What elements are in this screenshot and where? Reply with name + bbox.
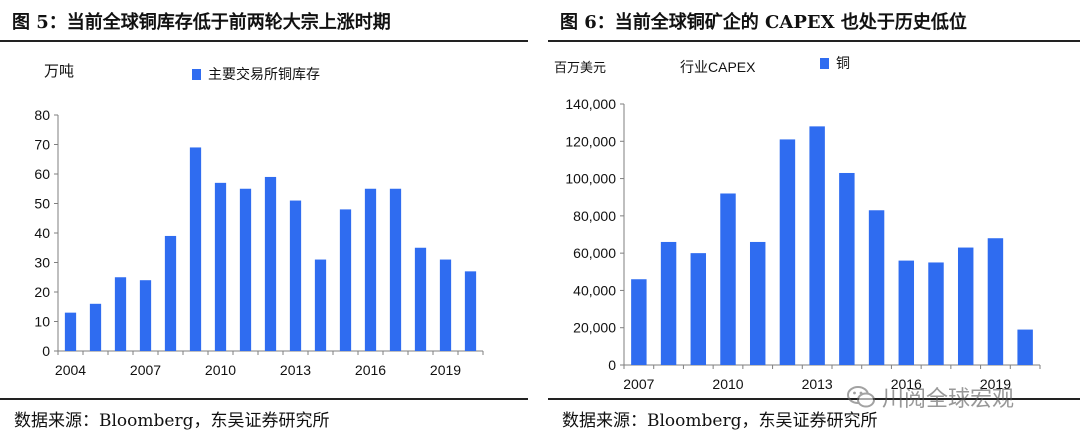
bar-2004 [64, 312, 77, 351]
x-tick-label: 2007 [623, 376, 654, 392]
y-unit-label: 百万美元 [554, 60, 606, 75]
figure-6-chart: 百万美元 行业CAPEX 铜 0 20,000 40,000 60,000 80,000 100… [554, 55, 1041, 392]
x-tick-label: 2019 [980, 376, 1011, 392]
y-tick-label: 40,000 [573, 282, 616, 298]
legend-swatch [820, 58, 829, 69]
bar-2018 [957, 247, 974, 365]
y-tick-label: 20,000 [573, 320, 616, 336]
x-tick-label: 2010 [205, 362, 236, 378]
figure-6-panel: 图 6：当前全球铜矿企的 CAPEX 也处于历史低位 百万美元 行业CAPEX 铜 0… [548, 0, 1080, 444]
bar-2013 [809, 126, 825, 365]
figure-6-source: 数据来源：Bloomberg，东吴证券研究所 [562, 411, 878, 431]
bar-2010 [720, 193, 736, 365]
x-tick-label: 2019 [430, 362, 461, 378]
bar-2017 [389, 188, 402, 351]
bar-2010 [214, 182, 227, 351]
y-tick-label: 100,000 [565, 171, 616, 187]
bar-2012 [779, 139, 796, 365]
bar-2019 [439, 259, 452, 351]
legend-label: 铜 [836, 55, 850, 71]
title-rule [548, 40, 1080, 42]
y-tick-label: 30 [34, 255, 50, 271]
source-rule [0, 398, 528, 400]
figure-5-title: 图 5：当前全球铜库存低于前两轮大宗上涨时期 [12, 12, 391, 33]
x-tick-label: 2007 [130, 362, 161, 378]
watermark-text: 川阅全球宏观 [882, 387, 1015, 412]
x-tick-label: 2016 [891, 376, 922, 392]
figure-5-panel: 图 5：当前全球铜库存低于前两轮大宗上涨时期 万吨 主要交易所铜库存 0 10 20 30… [0, 0, 528, 444]
source-rule [548, 398, 1080, 400]
bar-2016 [364, 188, 377, 351]
y-tick-label: 80,000 [573, 208, 616, 224]
bar-2014 [314, 259, 327, 351]
bar-2020 [464, 271, 477, 351]
bar-2006 [114, 277, 127, 351]
bar-2007 [139, 280, 152, 351]
title-rule [0, 40, 528, 42]
wechat-icon [847, 386, 875, 408]
bar-2005 [89, 303, 102, 351]
bar-2009 [690, 253, 707, 365]
figure-6-title: 图 6：当前全球铜矿企的 CAPEX 也处于历史低位 [560, 12, 967, 33]
y-tick-label: 40 [34, 225, 50, 241]
x-tick-label: 2013 [802, 376, 833, 392]
y-tick-label: 10 [34, 314, 50, 330]
bar-2014 [839, 172, 855, 365]
x-tick-label: 2004 [55, 362, 86, 378]
y-tick-label: 120,000 [565, 133, 616, 149]
y-tick-label: 80 [34, 107, 50, 123]
bar-2018 [414, 247, 427, 351]
figure-5-chart: 万吨 主要交易所铜库存 0 10 20 30 40 50 60 70 80 2004 2007 2010 2… [34, 63, 484, 378]
legend-label: 主要交易所铜库存 [208, 66, 320, 82]
bar-2016 [898, 260, 915, 365]
y-tick-label: 140,000 [565, 96, 616, 112]
bar-2017 [928, 262, 944, 365]
y-tick-label: 0 [42, 343, 50, 359]
chart-subtitle: 行业CAPEX [680, 59, 756, 75]
x-tick-label: 2016 [355, 362, 386, 378]
bar-2007 [631, 279, 647, 365]
y-tick-label: 70 [34, 137, 50, 153]
bar-2020 [1017, 329, 1033, 365]
bar-2008 [660, 241, 677, 365]
y-tick-label: 0 [608, 357, 616, 373]
watermark: 川阅全球宏观 [846, 380, 1076, 414]
bar-2011 [749, 241, 766, 365]
x-tick-label: 2013 [280, 362, 311, 378]
figure-5-source: 数据来源：Bloomberg，东吴证券研究所 [14, 411, 330, 431]
legend-swatch [192, 69, 201, 80]
y-tick-label: 20 [34, 284, 50, 300]
y-tick-label: 50 [34, 196, 50, 212]
y-tick-label: 60 [34, 166, 50, 182]
bar-2008 [164, 235, 177, 351]
bar-2012 [264, 176, 277, 351]
bar-2013 [289, 200, 302, 351]
bar-2015 [339, 209, 352, 351]
bar-2019 [987, 238, 1004, 365]
x-tick-label: 2010 [712, 376, 743, 392]
y-unit-label: 万吨 [44, 63, 74, 80]
bar-2009 [189, 147, 202, 351]
y-tick-label: 60,000 [573, 245, 616, 261]
bar-2011 [239, 188, 252, 351]
bar-2015 [868, 210, 885, 365]
